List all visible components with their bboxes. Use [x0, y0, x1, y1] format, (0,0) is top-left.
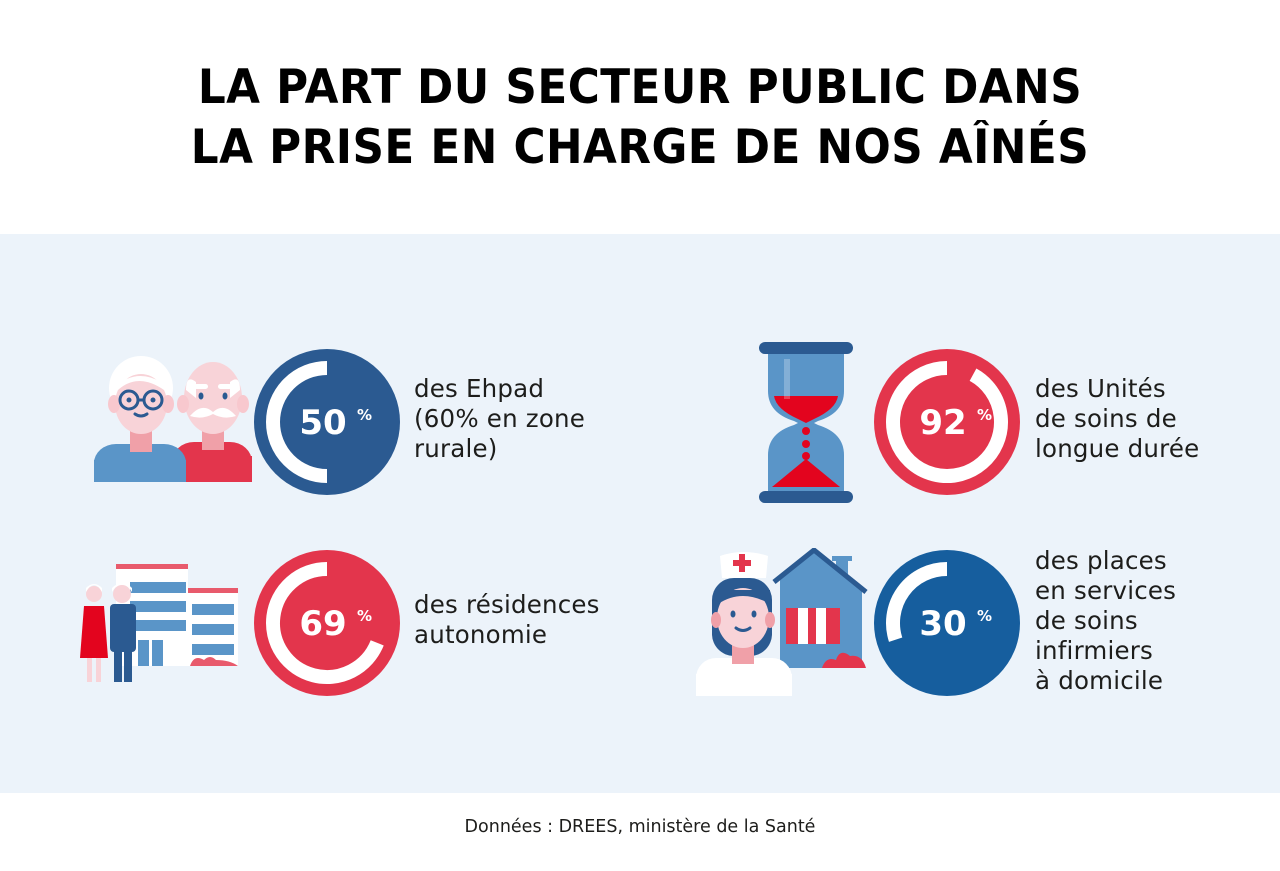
donut-svg-ehpad: 50% — [254, 349, 400, 495]
label-line: des Unités — [1035, 374, 1166, 403]
label-ehpad: des Ehpad (60% en zone rurale) — [414, 374, 585, 464]
label-line: de soins — [1035, 606, 1138, 635]
label-line: à domicile — [1035, 666, 1164, 695]
stats-panel — [0, 234, 1280, 793]
label-line: longue durée — [1035, 434, 1200, 463]
title-line-2: LA PRISE EN CHARGE DE NOS AÎNÉS — [190, 120, 1090, 175]
nurse-house-icon — [694, 546, 880, 701]
donut-svg-usld: 92% — [874, 349, 1020, 495]
donut-arc-ehpad — [266, 361, 328, 483]
label-line: autonomie — [414, 620, 548, 649]
title-line-1: LA PART DU SECTEUR PUBLIC DANS — [197, 60, 1083, 115]
donut-usld: 92% — [872, 347, 1022, 497]
donut-residences: 69% — [252, 548, 402, 698]
donut-value-usld: 92 — [919, 403, 966, 443]
donut-svg-ssiad: 30% — [874, 550, 1020, 696]
donut-percent-sign-ssiad: % — [977, 607, 992, 625]
label-usld: des Unités de soins de longue durée — [1035, 374, 1199, 464]
label-ssiad: des places en services de soins infirmiers à… — [1035, 546, 1176, 696]
label-line: en services — [1035, 576, 1177, 605]
donut-value-ssiad: 30 — [919, 604, 966, 644]
donut-percent-sign-ehpad: % — [357, 406, 372, 424]
label-line: des places — [1035, 546, 1167, 575]
label-residences: des résidences autonomie — [414, 590, 600, 650]
label-line: de soins de — [1035, 404, 1177, 433]
donut-value-residences: 69 — [299, 604, 346, 644]
residence-building-icon — [78, 564, 240, 691]
label-line: rurale) — [414, 434, 498, 463]
label-line: (60% en zone — [414, 404, 586, 433]
donut-arc-ssiad — [886, 562, 948, 642]
donut-svg-residences: 69% — [254, 550, 400, 696]
donut-percent-sign-usld: % — [977, 406, 992, 424]
label-line: des résidences — [414, 590, 600, 619]
label-line: infirmiers — [1035, 636, 1153, 665]
label-line: des Ehpad — [414, 374, 545, 403]
donut-arc-usld — [886, 361, 1008, 483]
source-note: Données : DREES, ministère de la Santé — [464, 817, 816, 837]
hourglass-icon — [758, 341, 854, 510]
donut-arc-residences — [266, 562, 384, 684]
donut-ssiad: 30% — [872, 548, 1022, 698]
elderly-couple-icon — [94, 356, 254, 487]
donut-value-ehpad: 50 — [299, 403, 346, 443]
page-title: LA PART DU SECTEUR PUBLIC DANS LA PRISE … — [0, 58, 1280, 178]
donut-percent-sign-residences: % — [357, 607, 372, 625]
donut-ehpad: 50% — [252, 347, 402, 497]
